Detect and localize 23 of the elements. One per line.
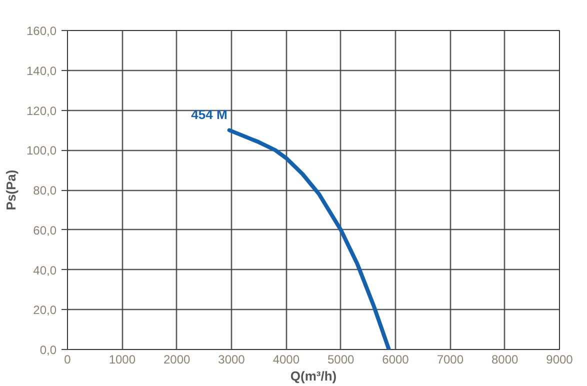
y-tick-label: 80,0	[33, 184, 57, 198]
y-tick-label: 160,0	[26, 24, 57, 38]
line-series	[227, 128, 391, 350]
y-tick-label: 140,0	[26, 64, 57, 78]
y-tick-label: 120,0	[26, 104, 57, 118]
y-tick-label: 60,0	[33, 223, 57, 238]
y-tick-label: 0,0	[40, 343, 57, 357]
x-tick-label: 7000	[436, 352, 464, 366]
x-tick-label: 5000	[327, 352, 355, 366]
x-tick-label: 3000	[218, 352, 246, 366]
x-tick-label: 1000	[108, 352, 136, 366]
series-label: 454 M	[191, 107, 228, 122]
y-tick-label: 100,0	[26, 144, 57, 158]
x-tick-label: 2000	[163, 352, 191, 366]
x-tick-label: 4000	[272, 352, 300, 366]
x-tick-label: 0	[64, 352, 72, 366]
x-axis-title: Q(m³/h)	[290, 368, 337, 384]
y-axis-title: Ps(Pa)	[3, 170, 18, 210]
x-tick-label: 9000	[546, 352, 574, 366]
y-tick-label: 20,0	[33, 303, 57, 318]
x-tick-label: 8000	[491, 352, 519, 366]
x-tick-label: 6000	[382, 352, 410, 366]
y-tick-label: 40,0	[33, 263, 57, 278]
